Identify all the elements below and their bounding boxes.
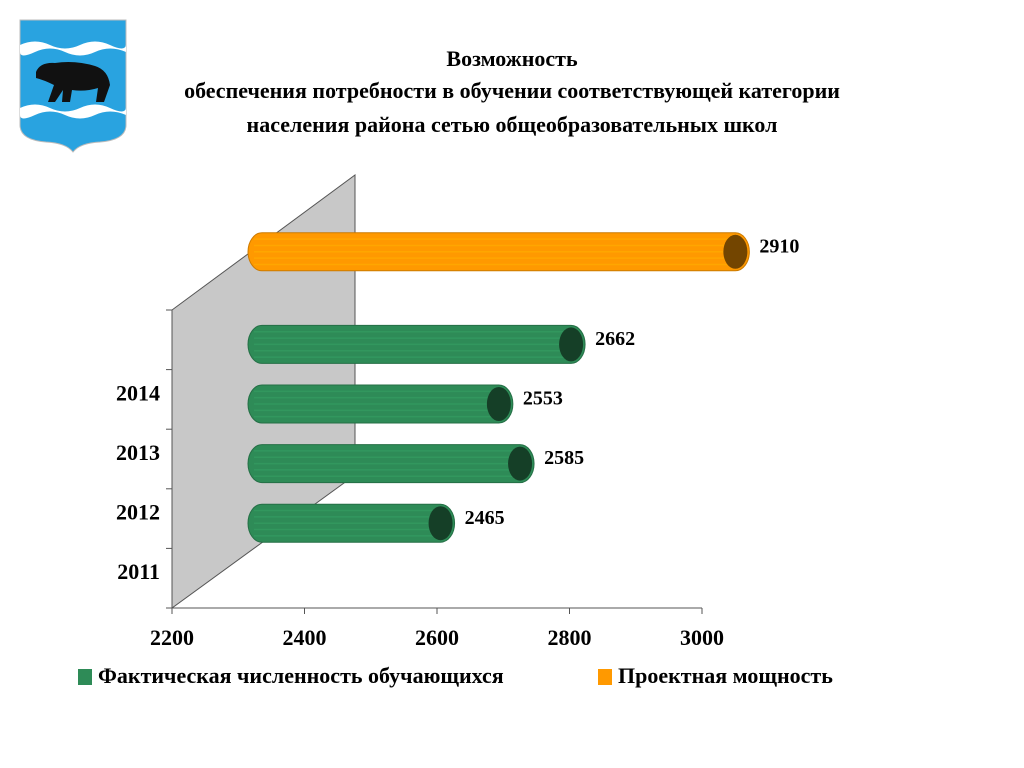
chart-title: Возможность <box>446 46 578 71</box>
chart-title: населения района сетью общеобразовательн… <box>247 112 778 137</box>
bar <box>247 232 750 272</box>
bar <box>247 324 586 364</box>
chart-title: обеспечения потребности в обучении соотв… <box>184 78 840 103</box>
bar-cap <box>508 446 533 481</box>
y-tick-label: 2013 <box>116 440 160 465</box>
bar <box>247 384 514 424</box>
x-tick-label: 2400 <box>283 625 327 650</box>
bar-cap <box>486 387 511 421</box>
data-label: 2662 <box>595 328 635 350</box>
y-tick-label: 2012 <box>116 500 160 525</box>
legend-label: Проектная мощность <box>618 663 833 688</box>
data-label: 2553 <box>523 388 563 410</box>
legend-swatch <box>78 669 92 685</box>
data-label: 2465 <box>465 507 505 529</box>
bar-cap <box>428 506 453 541</box>
bar <box>247 444 535 484</box>
bar-cap <box>559 327 584 362</box>
x-tick-label: 2800 <box>548 625 592 650</box>
legend-label: Фактическая численность обучающихся <box>98 663 504 688</box>
bar-cap <box>723 234 748 269</box>
data-label: 2585 <box>544 447 584 469</box>
y-tick-label: 2011 <box>117 559 160 584</box>
legend-swatch <box>598 669 612 685</box>
y-tick-label: 2014 <box>116 380 160 405</box>
data-label: 2910 <box>759 235 799 257</box>
x-tick-label: 2600 <box>415 625 459 650</box>
x-tick-label: 3000 <box>680 625 724 650</box>
bar <box>247 503 456 543</box>
coat-of-arms <box>19 19 127 153</box>
x-tick-label: 2200 <box>150 625 194 650</box>
